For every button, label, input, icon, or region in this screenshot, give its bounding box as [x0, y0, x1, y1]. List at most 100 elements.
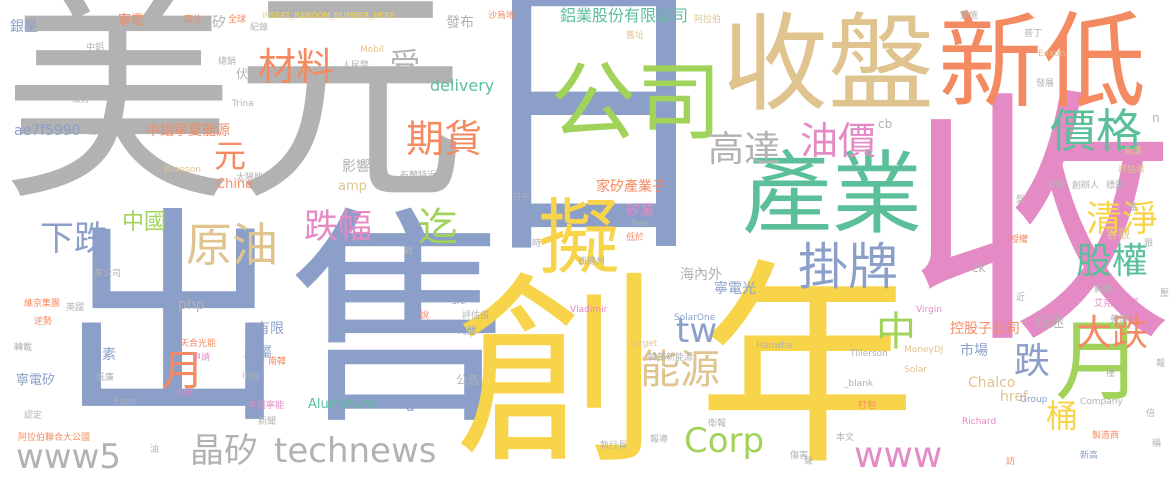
cloud-word: 創辦人: [1072, 181, 1100, 191]
cloud-word: 標的: [1106, 181, 1125, 191]
cloud-word: delivery: [430, 76, 495, 95]
cloud-word: 油價: [800, 119, 877, 163]
cloud-word: 南韓: [268, 357, 287, 367]
cloud-word: 家公司: [94, 269, 122, 279]
cloud-word: 授權: [1010, 235, 1029, 245]
cloud-word: 新低: [938, 1, 1147, 123]
cloud-word: Virgin: [916, 305, 942, 315]
cloud-word: 評估者: [1118, 165, 1146, 175]
cloud-word: Aluminum: [308, 397, 375, 412]
cloud-word: 報: [1156, 359, 1166, 369]
cloud-word: Richard: [962, 417, 997, 427]
cloud-word: 盤: [1016, 195, 1026, 205]
cloud-word: 晶矽: [190, 431, 258, 471]
cloud-word: Group: [1020, 395, 1048, 405]
cloud-word: 報導: [650, 435, 669, 445]
cloud-word: 能源: [640, 347, 720, 393]
cloud-word: Tillerson: [850, 349, 888, 359]
cloud-word: 美國: [1110, 315, 1129, 325]
cloud-word: 市場: [960, 343, 988, 359]
cloud-word: Mobil: [360, 45, 384, 55]
cloud-word: 全球: [228, 15, 247, 25]
cloud-word: Solar: [904, 365, 927, 375]
cloud-word: 創: [455, 255, 660, 482]
cloud-word: 低於: [626, 233, 645, 243]
cloud-word: 打包: [858, 401, 877, 411]
cloud-word: 矽: [212, 15, 226, 31]
cloud-word: 本文: [836, 433, 855, 443]
cloud-word: 逆勢: [34, 317, 53, 327]
cloud-word: 寧電: [118, 13, 145, 28]
cloud-word: 高達: [708, 129, 781, 170]
cloud-word: 清淨: [1086, 199, 1159, 240]
cloud-word: OCI: [176, 389, 193, 399]
cloud-word: 元: [214, 137, 247, 175]
cloud-word: INSERT_RANDOM_NUMBER_HERE: [262, 11, 395, 20]
cloud-word: 美元: [2, 0, 467, 233]
cloud-word: 月: [162, 346, 205, 395]
cloud-word: 公告: [456, 373, 481, 387]
cloud-word: 產業: [742, 142, 922, 247]
cloud-word: ae7f5990: [14, 123, 81, 139]
cloud-word: 控股子公司: [950, 321, 1020, 337]
cloud-word: 近: [1016, 293, 1026, 303]
cloud-word: 申請: [192, 353, 211, 363]
cloud-word: 傷害: [790, 451, 809, 461]
cloud-word: 聲: [804, 457, 814, 467]
cloud-word: php: [178, 297, 205, 313]
cloud-word: 桶: [1046, 397, 1079, 435]
cloud-word: 撞: [1106, 369, 1116, 379]
cloud-word: 年: [698, 242, 916, 482]
cloud-word: 中鋁寧夏能源: [146, 123, 230, 139]
cloud-word: 期貨: [406, 117, 483, 161]
cloud-word: Vladimir: [570, 305, 608, 315]
cloud-word: 阿拉伯聯合大公國: [18, 433, 91, 443]
cloud-word: 壓: [1160, 289, 1170, 299]
cloud-word: 原油: [186, 218, 278, 272]
cloud-word: 家矽產業子: [596, 179, 666, 195]
cloud-word: 清算: [1046, 181, 1065, 191]
cloud-word: 有限: [256, 321, 284, 337]
cloud-word: ck: [972, 261, 986, 275]
cloud-word: 鋁業股份有限公司: [560, 6, 689, 25]
cloud-word: 時: [532, 239, 542, 249]
cloud-word: www: [854, 435, 943, 476]
cloud-word: img: [242, 371, 259, 381]
cloud-word: 月: [1055, 310, 1144, 413]
cloud-word: 銀星: [10, 19, 38, 35]
cloud-word: 新聞: [258, 417, 277, 427]
cloud-word: 發展: [1036, 79, 1055, 89]
cloud-word: cb: [878, 117, 893, 131]
cloud-word: 高位: [184, 15, 203, 25]
cloud-word: 破產: [88, 123, 113, 137]
cloud-word: 迄: [418, 205, 458, 251]
cloud-word: 伏: [236, 67, 249, 81]
cloud-word: href: [1000, 389, 1028, 405]
cloud-word: 倍: [1146, 409, 1156, 419]
cloud-word: 中國: [122, 210, 167, 235]
cloud-word: Putin: [114, 397, 137, 407]
cloud-word: China: [216, 177, 254, 192]
cloud-word: Branson: [164, 165, 201, 175]
cloud-word: 低廉: [96, 373, 115, 383]
cloud-word: 舊址: [626, 31, 645, 41]
cloud-word: 跌幅: [304, 207, 372, 247]
cloud-word: 收盤: [722, 3, 934, 126]
cloud-word: 日子: [512, 193, 531, 203]
cloud-word: 人民幣: [342, 61, 370, 71]
cloud-word: 英國: [66, 303, 85, 313]
cloud-word: 實施: [960, 11, 979, 21]
cloud-word: 天合光能: [180, 339, 217, 349]
cloud-word: 所屬: [244, 345, 272, 361]
cloud-word: MoneyDJ: [904, 345, 944, 355]
cloud-word: 油: [150, 445, 160, 455]
cloud-word: Hanwha: [756, 341, 793, 351]
cloud-word: 衛報: [708, 419, 727, 429]
cloud-word: 執行長: [600, 441, 628, 451]
cloud-word: 因素: [88, 347, 116, 363]
cloud-word: 說: [420, 311, 430, 321]
cloud-word: Trina: [232, 99, 254, 109]
cloud-word: 布蘭特近: [400, 171, 437, 181]
cloud-word: Exxon: [1038, 49, 1066, 59]
